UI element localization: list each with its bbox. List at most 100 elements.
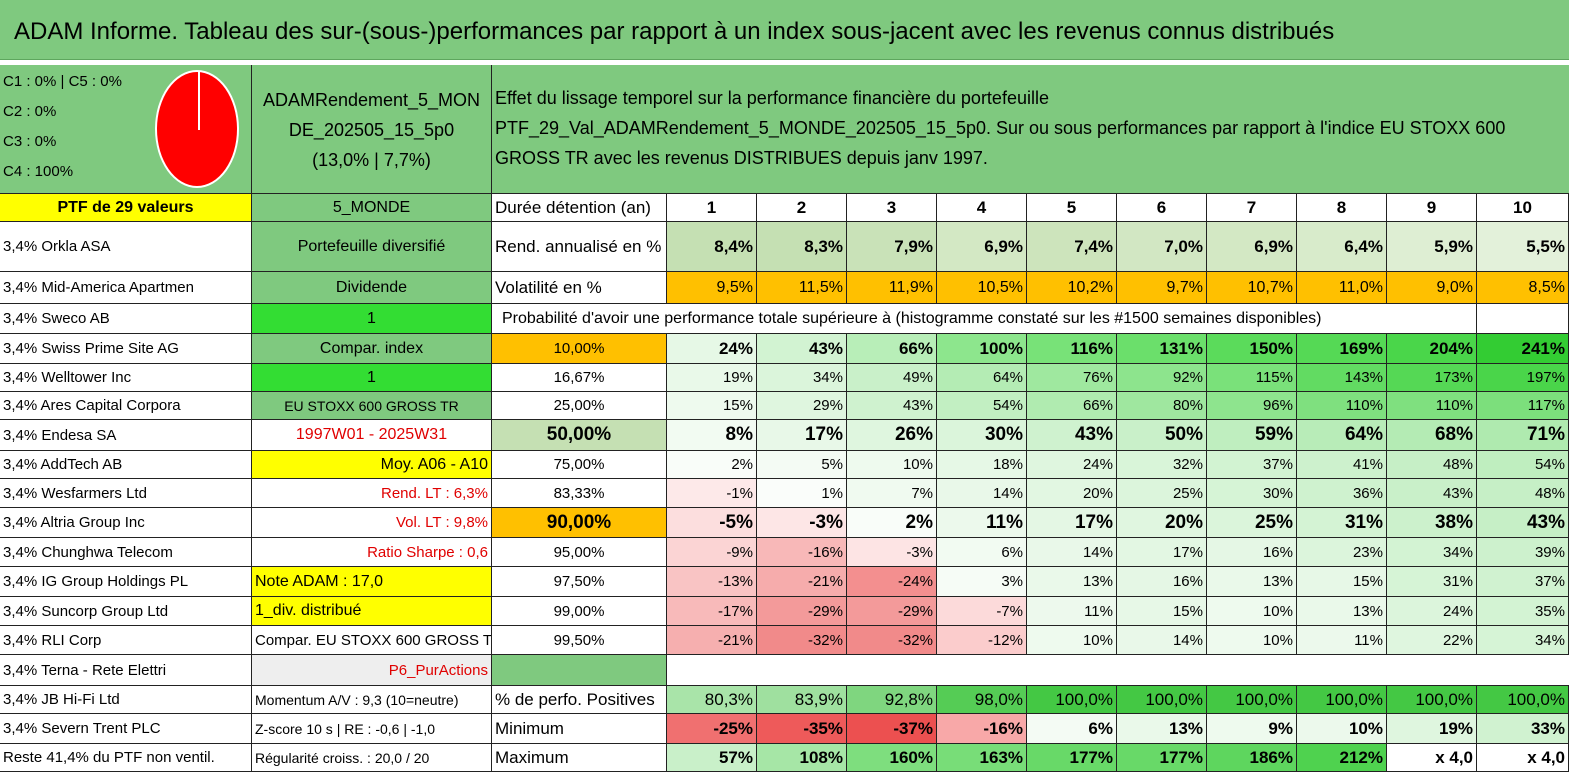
- row-label-cell[interactable]: 16,67%: [492, 364, 667, 392]
- row-label-cell[interactable]: 90,00%: [492, 508, 667, 538]
- probability-cell[interactable]: 16%: [1117, 567, 1207, 597]
- probability-cell[interactable]: 10%: [847, 451, 937, 479]
- holding-cell[interactable]: 3,4% Endesa SA: [0, 420, 252, 451]
- probability-cell[interactable]: 19%: [667, 364, 757, 392]
- row-label-cell[interactable]: 50,00%: [492, 420, 667, 451]
- probability-cell[interactable]: 13%: [1297, 597, 1387, 626]
- annual-return-cell[interactable]: 6,9%: [1207, 222, 1297, 272]
- annual-return-cell[interactable]: 6,4%: [1297, 222, 1387, 272]
- probability-cell[interactable]: 13%: [1207, 567, 1297, 597]
- positive-perf-cell[interactable]: 100,0%: [1207, 686, 1297, 714]
- probability-cell[interactable]: 10%: [1207, 597, 1297, 626]
- probability-cell[interactable]: 13%: [1027, 567, 1117, 597]
- probability-cell[interactable]: 204%: [1387, 334, 1477, 364]
- probability-cell[interactable]: 241%: [1477, 334, 1569, 364]
- probability-cell[interactable]: 76%: [1027, 364, 1117, 392]
- info-cell[interactable]: Dividende: [252, 272, 492, 304]
- probability-cell[interactable]: 34%: [1477, 626, 1569, 655]
- probability-cell[interactable]: 43%: [1027, 420, 1117, 451]
- holding-cell[interactable]: 3,4% Wesfarmers Ltd: [0, 479, 252, 508]
- holding-cell[interactable]: 3,4% JB Hi-Fi Ltd: [0, 686, 252, 714]
- probability-cell[interactable]: 92%: [1117, 364, 1207, 392]
- probability-cell[interactable]: 110%: [1297, 392, 1387, 420]
- probability-cell[interactable]: 39%: [1477, 538, 1569, 567]
- probability-cell[interactable]: 15%: [1117, 597, 1207, 626]
- holding-cell[interactable]: 3,4% Altria Group Inc: [0, 508, 252, 538]
- probability-cell[interactable]: 115%: [1207, 364, 1297, 392]
- probability-cell[interactable]: 29%: [757, 392, 847, 420]
- positive-perf-cell[interactable]: 98,0%: [937, 686, 1027, 714]
- minimum-cell[interactable]: 10%: [1297, 714, 1387, 744]
- minimum-cell[interactable]: -37%: [847, 714, 937, 744]
- probability-cell[interactable]: 17%: [757, 420, 847, 451]
- probability-cell[interactable]: -13%: [667, 567, 757, 597]
- probability-cell[interactable]: -7%: [937, 597, 1027, 626]
- probability-cell[interactable]: -16%: [757, 538, 847, 567]
- positive-perf-cell[interactable]: 80,3%: [667, 686, 757, 714]
- probability-cell[interactable]: 197%: [1477, 364, 1569, 392]
- annual-return-cell[interactable]: 7,4%: [1027, 222, 1117, 272]
- probability-cell[interactable]: 37%: [1207, 451, 1297, 479]
- annual-return-cell[interactable]: 5,9%: [1387, 222, 1477, 272]
- probability-cell[interactable]: -3%: [847, 538, 937, 567]
- probability-cell[interactable]: 64%: [937, 364, 1027, 392]
- probability-cell[interactable]: 64%: [1297, 420, 1387, 451]
- probability-cell[interactable]: 143%: [1297, 364, 1387, 392]
- portfolio-size-cell[interactable]: PTF de 29 valeurs: [0, 194, 252, 222]
- probability-cell[interactable]: 3%: [937, 567, 1027, 597]
- row-label-cell[interactable]: Minimum: [492, 714, 667, 744]
- probability-cell[interactable]: 24%: [1387, 597, 1477, 626]
- info-cell[interactable]: Vol. LT : 9,8%: [252, 508, 492, 538]
- info-cell[interactable]: Note ADAM : 17,0: [252, 567, 492, 597]
- holding-cell[interactable]: 3,4% Swiss Prime Site AG: [0, 334, 252, 364]
- maximum-cell[interactable]: 163%: [937, 744, 1027, 772]
- holding-cell[interactable]: 3,4% Orkla ASA: [0, 222, 252, 272]
- probability-cell[interactable]: 80%: [1117, 392, 1207, 420]
- row-label-cell[interactable]: Maximum: [492, 744, 667, 772]
- info-cell[interactable]: 5_MONDE: [252, 194, 492, 222]
- blank-cell[interactable]: [1477, 304, 1569, 334]
- maximum-cell[interactable]: 57%: [667, 744, 757, 772]
- row-label-cell[interactable]: 95,00%: [492, 538, 667, 567]
- row-label-cell[interactable]: Volatilité en %: [492, 272, 667, 304]
- positive-perf-cell[interactable]: 100,0%: [1027, 686, 1117, 714]
- probability-cell[interactable]: 24%: [667, 334, 757, 364]
- minimum-cell[interactable]: 19%: [1387, 714, 1477, 744]
- probability-cell[interactable]: 37%: [1477, 567, 1569, 597]
- probability-cell[interactable]: 48%: [1387, 451, 1477, 479]
- probability-cell[interactable]: 96%: [1207, 392, 1297, 420]
- year-header-cell[interactable]: 6: [1117, 194, 1207, 222]
- probability-cell[interactable]: 66%: [1027, 392, 1117, 420]
- probability-cell[interactable]: 38%: [1387, 508, 1477, 538]
- probability-cell[interactable]: 14%: [1117, 626, 1207, 655]
- holding-cell[interactable]: 3,4% Ares Capital Corpora: [0, 392, 252, 420]
- minimum-cell[interactable]: -35%: [757, 714, 847, 744]
- info-cell[interactable]: 1: [252, 364, 492, 392]
- probability-cell[interactable]: 17%: [1027, 508, 1117, 538]
- info-cell[interactable]: Momentum A/V : 9,3 (10=neutre): [252, 686, 492, 714]
- row-label-cell[interactable]: 97,50%: [492, 567, 667, 597]
- maximum-cell[interactable]: x 4,0: [1387, 744, 1477, 772]
- probability-cell[interactable]: -9%: [667, 538, 757, 567]
- info-cell[interactable]: Moy. A06 - A10: [252, 451, 492, 479]
- probability-cell[interactable]: 116%: [1027, 334, 1117, 364]
- probability-cell[interactable]: 100%: [937, 334, 1027, 364]
- probability-cell[interactable]: 17%: [1117, 538, 1207, 567]
- probability-cell[interactable]: 150%: [1207, 334, 1297, 364]
- probability-cell[interactable]: -21%: [757, 567, 847, 597]
- maximum-cell[interactable]: 160%: [847, 744, 937, 772]
- probability-cell[interactable]: 26%: [847, 420, 937, 451]
- minimum-cell[interactable]: 33%: [1477, 714, 1569, 744]
- row-label-cell[interactable]: 83,33%: [492, 479, 667, 508]
- volatility-cell[interactable]: 10,5%: [937, 272, 1027, 304]
- year-header-cell[interactable]: 5: [1027, 194, 1117, 222]
- probability-cell[interactable]: 10%: [1207, 626, 1297, 655]
- info-cell[interactable]: 1_div. distribué: [252, 597, 492, 626]
- probability-cell[interactable]: 131%: [1117, 334, 1207, 364]
- probability-cell[interactable]: -32%: [847, 626, 937, 655]
- probability-cell[interactable]: -3%: [757, 508, 847, 538]
- annual-return-cell[interactable]: 5,5%: [1477, 222, 1569, 272]
- annual-return-cell[interactable]: 8,4%: [667, 222, 757, 272]
- probability-cell[interactable]: 15%: [667, 392, 757, 420]
- holding-cell[interactable]: 3,4% AddTech AB: [0, 451, 252, 479]
